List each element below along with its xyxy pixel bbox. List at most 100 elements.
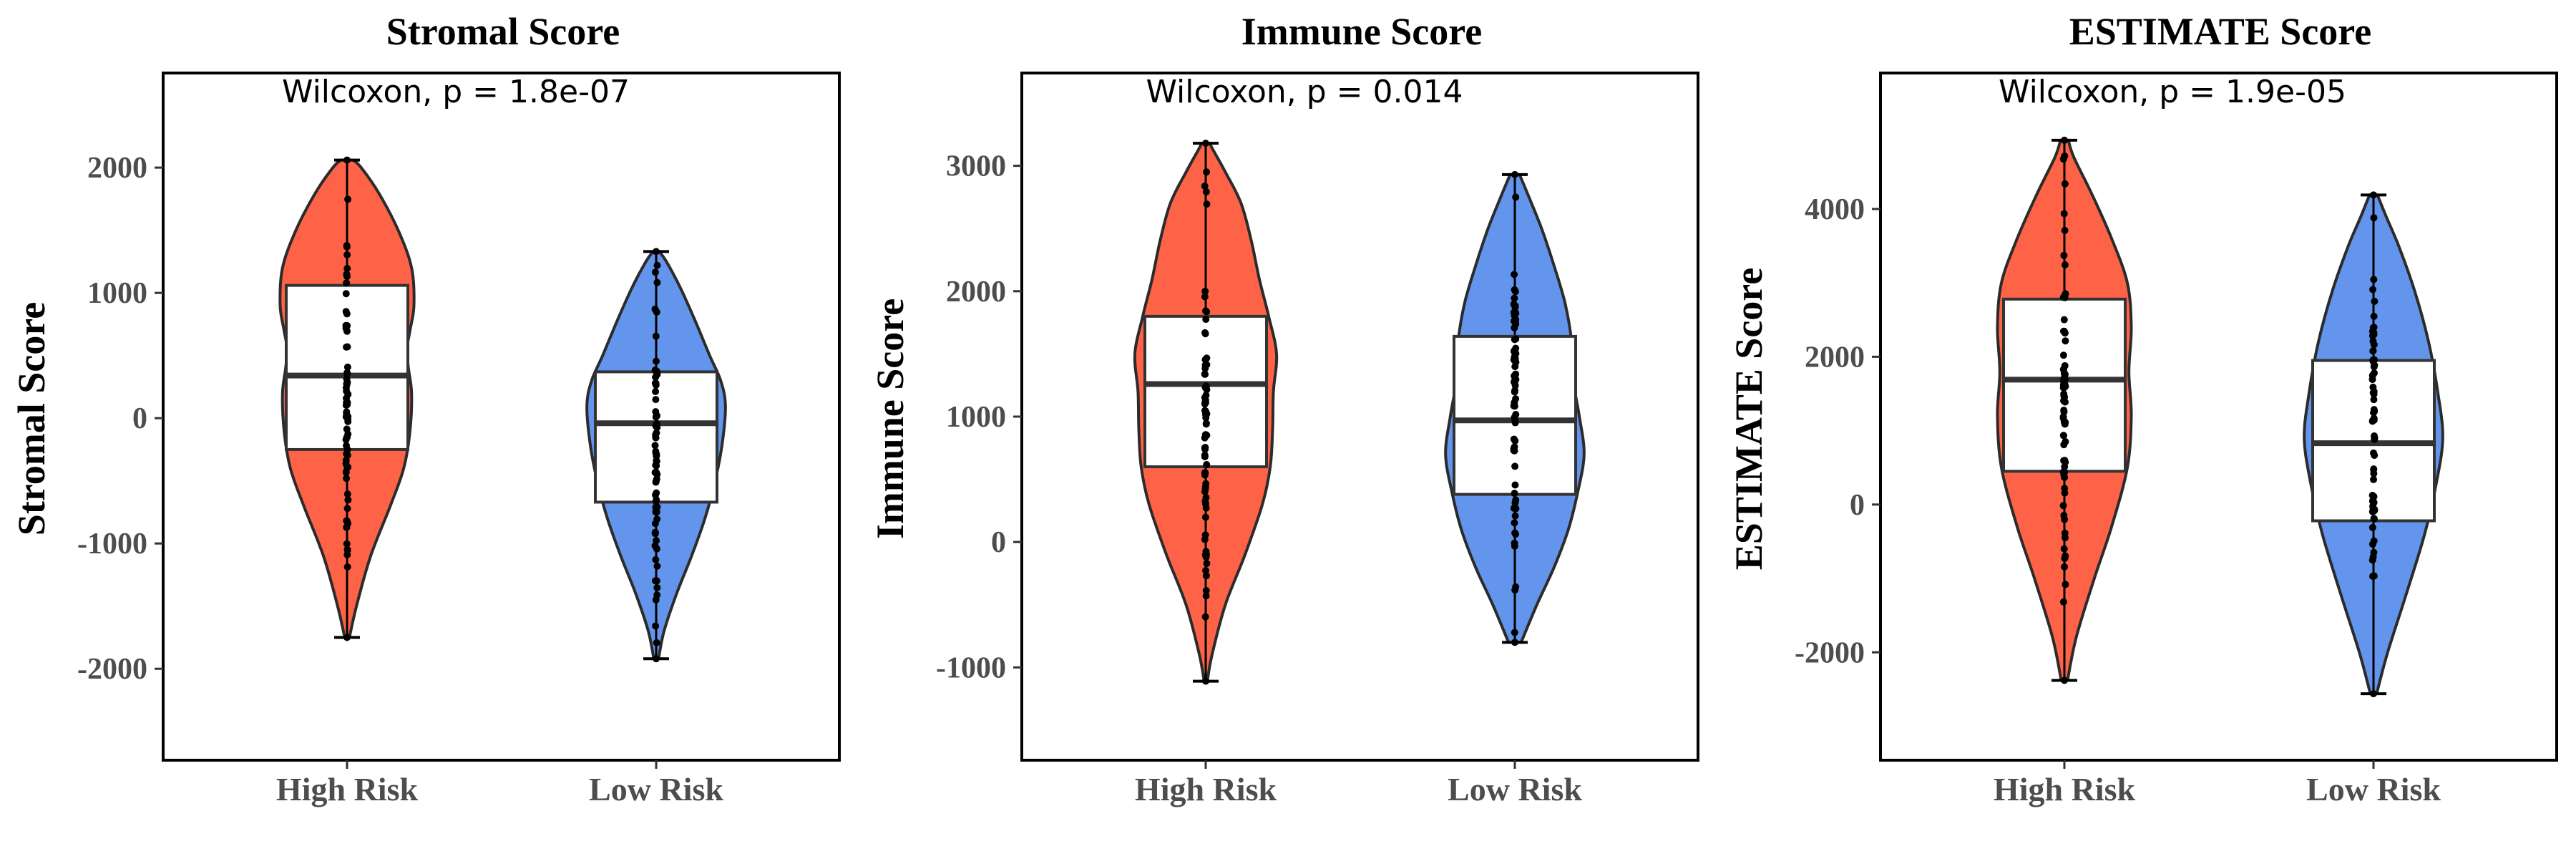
- data-point: [342, 402, 350, 409]
- data-point: [1203, 168, 1211, 176]
- data-point: [2060, 210, 2068, 218]
- data-point: [1203, 461, 1211, 469]
- y-tick-label: -1000: [936, 651, 1006, 684]
- data-point: [2060, 390, 2068, 398]
- data-point: [2369, 346, 2377, 354]
- data-point: [1201, 182, 1209, 190]
- data-point: [343, 264, 351, 272]
- data-point: [652, 332, 660, 340]
- data-point: [343, 321, 351, 329]
- data-point: [2368, 508, 2376, 515]
- data-point: [1201, 513, 1209, 521]
- data-point: [1511, 288, 1519, 296]
- data-point: [653, 545, 660, 553]
- data-point: [652, 596, 660, 603]
- data-point: [2370, 312, 2378, 320]
- data-point: [2370, 363, 2378, 371]
- y-tick-label: 3000: [946, 150, 1006, 183]
- data-point: [2062, 382, 2069, 390]
- data-point: [343, 370, 351, 378]
- data-point: [653, 412, 660, 419]
- data-point: [1511, 402, 1518, 410]
- data-point: [343, 343, 351, 351]
- panel-title: Immune Score: [1241, 10, 1482, 53]
- data-point: [2370, 515, 2378, 523]
- data-point: [2370, 388, 2378, 396]
- y-ticks: 4000 2000 0 -2000: [1795, 193, 2375, 769]
- data-point: [1201, 397, 1209, 404]
- data-point: [1512, 193, 1520, 201]
- data-point: [1511, 529, 1519, 537]
- data-point: [2061, 329, 2069, 337]
- data-point: [1511, 512, 1519, 520]
- data-point: [343, 523, 351, 531]
- data-point: [1202, 587, 1210, 595]
- data-point: [653, 308, 660, 316]
- data-point: [343, 279, 351, 287]
- y-tick-label: 1000: [87, 277, 147, 310]
- y-ticks: 2000 1000 0 -1000 -2000: [77, 152, 658, 769]
- data-point: [2369, 337, 2377, 345]
- data-point: [1511, 539, 1518, 547]
- panel-stromal: Stromal Score Stromal Score Wilcoxon, p …: [10, 10, 841, 807]
- data-point: [2370, 449, 2378, 457]
- y-axis-label: Stromal Score: [10, 302, 53, 535]
- data-point: [652, 396, 660, 404]
- data-point: [342, 384, 350, 392]
- data-point: [653, 655, 660, 663]
- data-point: [2061, 485, 2069, 492]
- data-point: [651, 530, 659, 538]
- data-point: [2059, 598, 2067, 606]
- data-point: [1201, 407, 1209, 415]
- data-point: [2370, 475, 2378, 483]
- data-point: [652, 447, 660, 455]
- data-point: [2060, 316, 2068, 324]
- data-point: [1512, 505, 1520, 513]
- data-point: [1511, 271, 1518, 278]
- data-point: [1512, 496, 1520, 504]
- y-tick-label: 2000: [946, 276, 1006, 309]
- data-point: [343, 563, 351, 571]
- data-point: [1201, 451, 1209, 459]
- x-category-label: Low Risk: [2306, 771, 2441, 807]
- data-point: [653, 468, 660, 476]
- data-point: [2059, 351, 2067, 359]
- data-point: [343, 156, 351, 164]
- data-point: [653, 368, 660, 376]
- data-point: [653, 537, 660, 545]
- data-point: [343, 271, 351, 278]
- x-category-label: Low Risk: [589, 771, 723, 807]
- data-point: [651, 442, 659, 450]
- y-tick-label: 0: [991, 526, 1006, 559]
- data-point: [653, 261, 661, 269]
- data-point: [2061, 515, 2069, 523]
- plot-frame: [1879, 72, 2558, 762]
- data-point: [2062, 581, 2069, 588]
- panel-title: Stromal Score: [386, 10, 620, 53]
- data-point: [343, 505, 351, 513]
- data-point: [1511, 170, 1518, 178]
- data-point: [652, 357, 660, 365]
- data-point: [2059, 502, 2067, 510]
- data-point: [2370, 537, 2378, 545]
- data-point: [1202, 188, 1210, 195]
- data-point: [1510, 300, 1518, 308]
- data-point: [343, 463, 351, 471]
- wilcoxon-annotation: Wilcoxon, p = 0.014: [1146, 74, 1463, 110]
- violins: [1996, 136, 2444, 698]
- data-point: [1202, 567, 1210, 575]
- data-point: [2371, 298, 2379, 306]
- data-point: [2062, 398, 2069, 406]
- x-category-label: High Risk: [1994, 771, 2136, 807]
- data-point: [343, 327, 351, 335]
- data-point: [652, 381, 660, 389]
- y-axis-label: Immune Score: [869, 299, 912, 539]
- data-point: [1202, 307, 1210, 315]
- data-point: [2370, 214, 2378, 222]
- data-point: [651, 268, 659, 276]
- data-point: [651, 577, 659, 585]
- data-point: [1201, 443, 1209, 451]
- data-point: [344, 390, 352, 398]
- data-point: [2061, 152, 2069, 160]
